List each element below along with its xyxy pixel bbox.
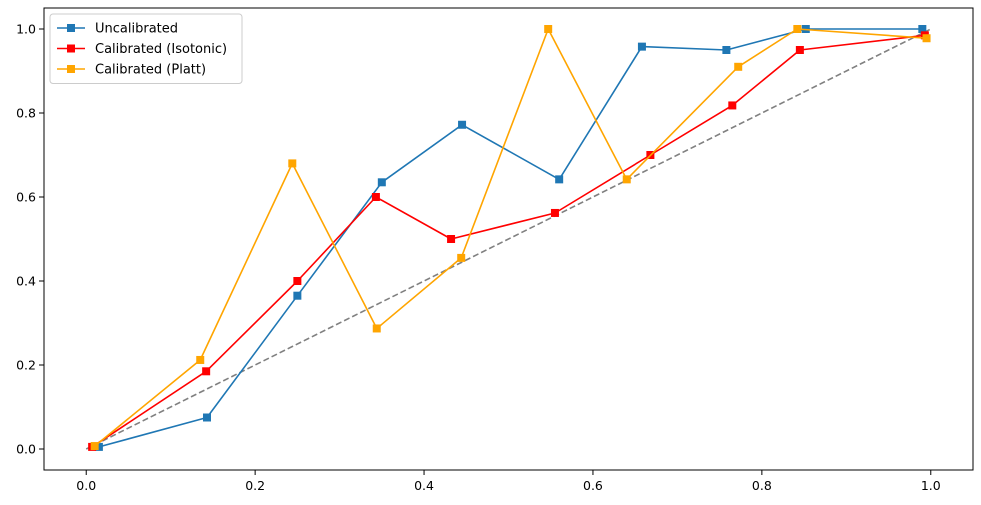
data-point	[544, 25, 553, 33]
series-line	[98, 28, 923, 448]
y-tick-label: 0.8	[16, 106, 36, 121]
x-tick-label: 0.8	[752, 478, 772, 493]
x-tick-label: 1.0	[921, 478, 941, 493]
axes-frame	[43, 7, 974, 471]
data-point	[457, 253, 466, 262]
legend: Uncalibrated Calibrated (Isotonic) Calibra…	[49, 13, 243, 84]
legend-marker	[67, 65, 75, 73]
data-point	[722, 46, 731, 54]
data-point	[793, 25, 802, 33]
x-tick-label: 0.0	[76, 478, 96, 493]
data-point	[288, 159, 297, 168]
y-tick-label: 0.0	[16, 442, 36, 457]
legend-item: Uncalibrated	[57, 22, 178, 37]
series-2	[90, 25, 931, 451]
legend-label: Uncalibrated	[95, 22, 178, 37]
legend-item: Calibrated (Platt)	[57, 63, 206, 78]
x-tick-label: 0.4	[414, 478, 434, 493]
data-point	[550, 208, 559, 217]
data-point	[372, 324, 381, 333]
data-point	[734, 62, 743, 71]
data-point	[637, 42, 646, 51]
data-point	[458, 120, 467, 129]
data-point	[728, 101, 737, 110]
x-tick-label: 0.6	[583, 478, 603, 493]
legend-label: Calibrated (Platt)	[95, 63, 206, 78]
data-point	[202, 367, 211, 376]
reference-line-layer	[85, 28, 932, 450]
x-axis: 0.0 0.2 0.4 0.6 0.8 1.0	[76, 470, 941, 493]
legend-marker	[67, 24, 75, 32]
series-1	[88, 31, 929, 451]
data-point	[94, 442, 103, 451]
legend-marker	[67, 44, 75, 53]
x-tick-label: 0.2	[245, 478, 265, 493]
legend-label: Calibrated (Isotonic)	[95, 42, 227, 57]
data-point	[293, 277, 302, 285]
data-point	[555, 175, 564, 184]
series-line	[91, 34, 925, 448]
legend-item: Calibrated (Isotonic)	[57, 42, 227, 57]
y-tick-label: 0.4	[16, 274, 36, 289]
data-point	[377, 178, 386, 187]
y-tick-label: 1.0	[16, 22, 36, 37]
series-line	[94, 28, 927, 447]
data-point	[795, 46, 804, 54]
data-point	[202, 413, 211, 422]
y-tick-label: 0.2	[16, 358, 36, 373]
data-point	[918, 25, 927, 33]
data-point	[293, 291, 302, 300]
data-point	[371, 193, 380, 201]
legend-box	[49, 13, 243, 84]
data-point	[196, 355, 205, 364]
series-layer	[88, 25, 931, 451]
y-axis: 0.0 0.2 0.4 0.6 0.8 1.0	[16, 22, 44, 457]
y-tick-label: 0.6	[16, 190, 36, 205]
perfect-calibration-line	[85, 28, 932, 450]
data-point	[90, 442, 99, 451]
data-point	[447, 235, 456, 243]
data-point	[622, 175, 631, 184]
data-point	[922, 34, 931, 43]
